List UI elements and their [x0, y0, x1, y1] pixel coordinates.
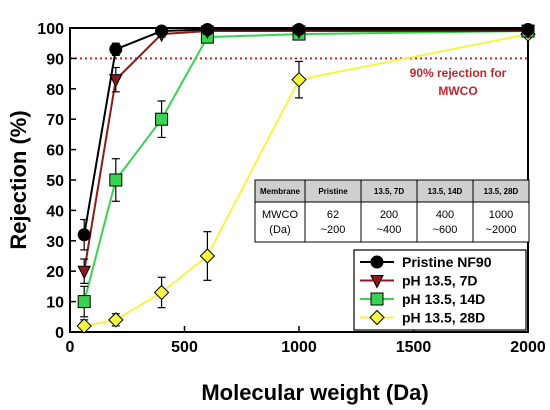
y-axis-label: Rejection (%) — [6, 110, 31, 249]
table-header-cell: 13.5, 7D — [374, 187, 404, 196]
legend-marker — [370, 275, 384, 289]
y-tick-label: 90 — [46, 51, 64, 68]
data-point — [291, 71, 307, 88]
table-header-cell: 13.5, 28D — [484, 187, 519, 196]
data-point — [109, 42, 123, 56]
data-point — [199, 248, 216, 264]
y-tick-label: 70 — [46, 112, 64, 129]
legend-marker — [370, 255, 384, 269]
x-tick-label: 1500 — [396, 339, 432, 356]
y-tick-label: 30 — [46, 234, 64, 251]
x-tick-label: 500 — [171, 339, 198, 356]
legend-label: pH 13.5, 7D — [402, 273, 477, 289]
data-point — [155, 112, 169, 126]
y-tick-label: 50 — [46, 173, 64, 190]
legend-entry: pH 13.5, 7D — [360, 273, 477, 289]
table-row-bg — [254, 201, 530, 243]
annotation-line-1: 90% rejection for — [410, 66, 507, 80]
legend-marker — [370, 292, 384, 306]
y-tick-label: 100 — [37, 21, 64, 38]
data-point — [521, 23, 535, 37]
table-cell: ~2000 — [486, 224, 517, 236]
legend-entry: pH 13.5, 14D — [360, 291, 485, 307]
y-tick-label: 80 — [46, 82, 64, 99]
series-line — [83, 28, 528, 235]
mwco-table: Membrane MWCO (Da) Pristine 62 ~200 13.5, 7D 20… — [254, 179, 530, 243]
y-tick-label: 40 — [46, 203, 64, 220]
table-cell: 200 — [380, 209, 398, 221]
series-pristine-nf90 — [77, 23, 535, 251]
legend: Pristine NF90 pH 13.5, 7D pH 13.5, 14D pH 1… — [353, 249, 527, 331]
y-tick-label: 10 — [46, 295, 64, 312]
x-tick-label: 0 — [66, 339, 75, 356]
legend-marker — [369, 309, 385, 326]
legend-entry: pH 13.5, 28D — [360, 310, 485, 326]
series-line — [83, 30, 529, 302]
data-point — [292, 23, 306, 37]
data-point — [77, 265, 92, 280]
data-point — [77, 295, 91, 309]
table-header-cell: Membrane — [260, 187, 301, 196]
table-header-cell: Pristine — [318, 187, 348, 196]
legend-label: pH 13.5, 28D — [402, 310, 485, 326]
y-tick-label: 60 — [46, 143, 64, 160]
table-header-cell: 13.5, 14D — [428, 187, 463, 196]
series-ph-13-5-7d — [77, 25, 535, 284]
series-layer — [76, 23, 536, 334]
table-cell: 1000 — [489, 209, 513, 221]
table-cell: (Da) — [269, 224, 290, 236]
x-axis-label: Molecular weight (Da) — [201, 380, 428, 405]
table-cell: ~600 — [433, 224, 458, 236]
x-tick-label: 2000 — [510, 339, 546, 356]
table-cell: ~200 — [321, 224, 346, 236]
legend-label: pH 13.5, 14D — [402, 291, 485, 307]
table-cell: 400 — [436, 209, 454, 221]
data-point — [77, 228, 91, 242]
data-point — [155, 24, 169, 38]
series-line — [83, 30, 528, 272]
annotation-line-2: MWCO — [438, 84, 477, 98]
table-cell: ~400 — [377, 224, 402, 236]
table-cell: MWCO — [262, 209, 298, 221]
data-point — [108, 74, 123, 88]
legend-entry: Pristine NF90 — [360, 254, 492, 270]
legend-label: Pristine NF90 — [402, 254, 492, 270]
data-point — [109, 173, 123, 187]
data-point — [200, 23, 214, 37]
y-tick-label: 0 — [55, 325, 64, 342]
y-tick-label: 20 — [46, 264, 64, 281]
table-cell: 62 — [327, 209, 339, 221]
data-point — [108, 312, 124, 328]
x-tick-label: 1000 — [281, 339, 317, 356]
data-point — [76, 318, 92, 334]
data-point — [153, 284, 170, 301]
